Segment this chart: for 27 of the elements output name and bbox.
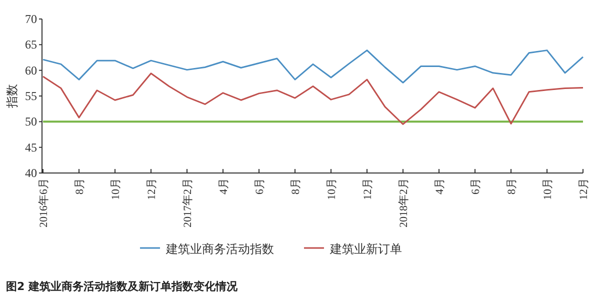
x-tick-label: 10月	[110, 178, 122, 200]
y-tick-label: 55	[25, 89, 37, 103]
x-tick-label: 12月	[362, 178, 374, 200]
legend-label: 建筑业新订单	[329, 242, 402, 256]
y-tick-label: 40	[25, 166, 37, 180]
x-tick-label: 2017年2月	[182, 178, 194, 228]
x-tick-label: 2018年2月	[398, 178, 410, 228]
x-tick-label: 4月	[434, 178, 446, 194]
x-tick-label: 8月	[74, 178, 86, 194]
x-tick-label: 12月	[578, 178, 590, 200]
x-tick-label: 8月	[290, 178, 302, 194]
x-tick-label: 10月	[326, 178, 338, 200]
y-axis-title: 指数	[5, 84, 19, 109]
x-tick-label: 2016年6月	[38, 178, 50, 228]
caption: 图2 建筑业商务活动指数及新订单指数变化情况	[6, 280, 238, 293]
x-tick-label: 12月	[146, 178, 158, 200]
y-tick-label: 50	[25, 114, 37, 129]
y-tick-label: 65	[25, 38, 37, 52]
x-tick-label: 6月	[470, 178, 482, 194]
y-tick-label: 70	[25, 12, 37, 26]
x-tick-label: 10月	[542, 178, 554, 200]
x-tick-label: 6月	[254, 178, 266, 194]
y-tick-label: 45	[25, 140, 37, 154]
legend-label: 建筑业商务活动指数	[165, 242, 274, 256]
y-tick-label: 60	[25, 63, 37, 78]
x-tick-label: 4月	[218, 178, 230, 194]
x-tick-label: 8月	[506, 178, 518, 194]
